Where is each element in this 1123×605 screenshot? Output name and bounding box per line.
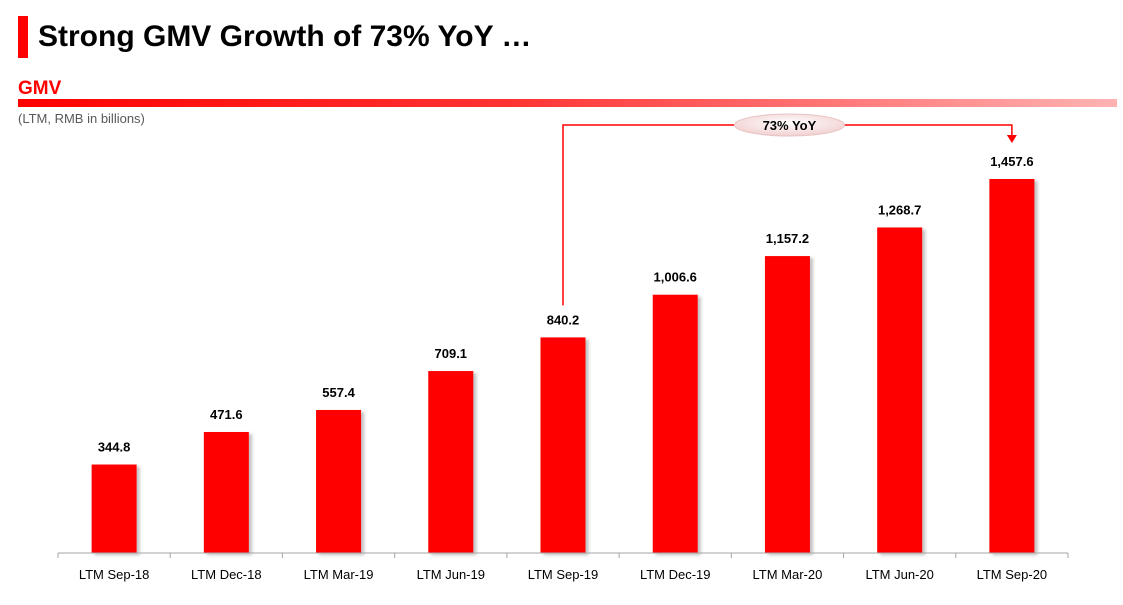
x-tick-label: LTM Jun-20 <box>865 567 933 582</box>
section-title: GMV <box>18 78 62 99</box>
bar <box>91 464 137 553</box>
bar <box>203 431 249 553</box>
x-tick-label: LTM Mar-20 <box>753 567 823 582</box>
x-tick-label: LTM Dec-19 <box>640 567 711 582</box>
bar <box>652 294 698 553</box>
x-tick-label: LTM Sep-19 <box>528 567 599 582</box>
data-label: 840.2 <box>547 312 580 327</box>
bar <box>428 371 474 553</box>
section-divider <box>18 99 1117 107</box>
chart-subtitle: (LTM, RMB in billions) <box>18 111 145 126</box>
yoy-badge <box>733 113 845 137</box>
x-tick-label: LTM Jun-19 <box>417 567 485 582</box>
data-label: 709.1 <box>435 346 468 361</box>
data-label: 344.8 <box>98 440 131 455</box>
data-label: 557.4 <box>322 385 355 400</box>
data-label: 1,457.6 <box>990 154 1033 169</box>
x-tick-label: LTM Dec-18 <box>191 567 262 582</box>
data-label: 1,268.7 <box>878 202 921 217</box>
bar <box>989 179 1035 553</box>
bar <box>316 409 362 553</box>
data-label: 471.6 <box>210 407 243 422</box>
bar <box>877 227 923 554</box>
yoy-badge-label: 73% YoY <box>763 118 817 133</box>
x-tick-label: LTM Sep-18 <box>79 567 150 582</box>
yoy-arrowhead <box>1006 135 1017 143</box>
page-title: Strong GMV Growth of 73% YoY … <box>38 20 532 53</box>
bar <box>540 337 586 553</box>
x-tick-label: LTM Mar-19 <box>304 567 374 582</box>
title-accent-bar <box>18 16 28 58</box>
bar <box>764 256 810 553</box>
x-tick-label: LTM Sep-20 <box>977 567 1048 582</box>
data-label: 1,006.6 <box>654 270 697 285</box>
data-label: 1,157.2 <box>766 231 809 246</box>
